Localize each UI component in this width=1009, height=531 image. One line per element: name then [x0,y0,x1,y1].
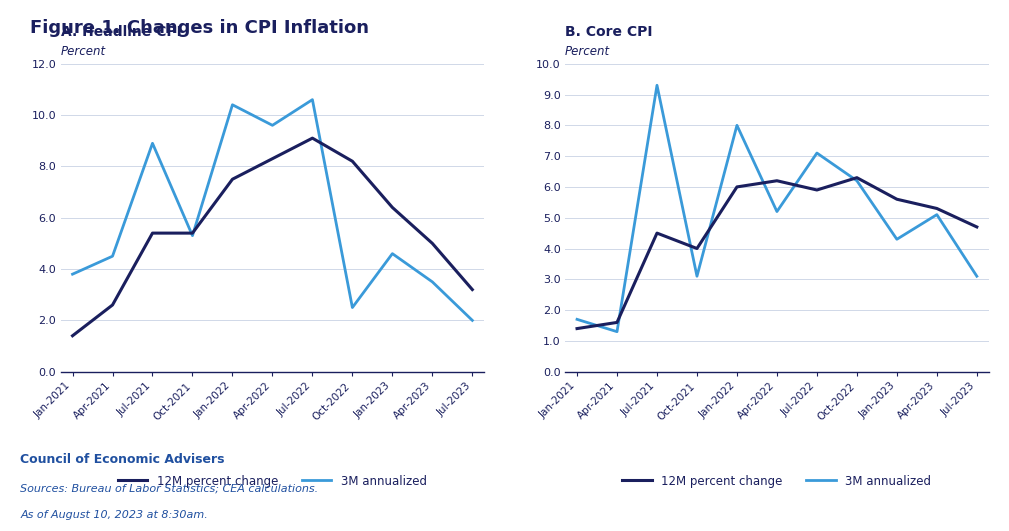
Text: Percent: Percent [61,45,106,57]
Text: Percent: Percent [565,45,610,57]
Legend: 12M percent change, 3M annualized: 12M percent change, 3M annualized [113,470,432,492]
Text: Sources: Bureau of Labor Statistics; CEA calculations.: Sources: Bureau of Labor Statistics; CEA… [20,483,318,493]
Text: Figure 1. Changes in CPI Inflation: Figure 1. Changes in CPI Inflation [30,19,369,37]
Text: B. Core CPI: B. Core CPI [565,25,653,39]
Text: Council of Economic Advisers: Council of Economic Advisers [20,452,225,466]
Legend: 12M percent change, 3M annualized: 12M percent change, 3M annualized [618,470,936,492]
Text: A. Headline CPI: A. Headline CPI [61,25,182,39]
Text: As of August 10, 2023 at 8:30am.: As of August 10, 2023 at 8:30am. [20,510,208,520]
